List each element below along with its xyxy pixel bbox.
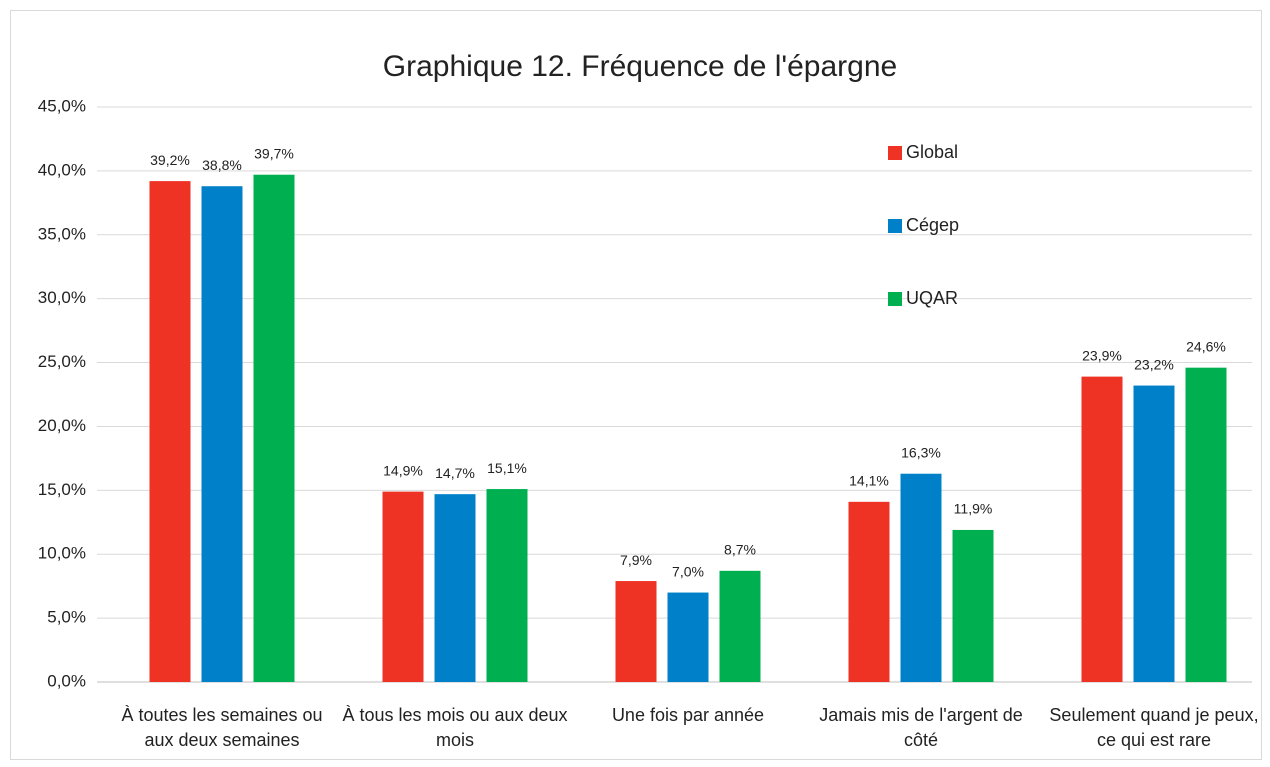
y-tick-label: 30,0% <box>38 288 86 307</box>
bar <box>382 491 424 682</box>
data-label: 11,9% <box>954 501 993 517</box>
bar <box>667 592 709 682</box>
bar <box>201 186 243 682</box>
data-label: 16,3% <box>901 444 941 460</box>
data-label: 14,7% <box>435 465 475 481</box>
data-label: 24,6% <box>1186 338 1226 354</box>
data-label: 39,2% <box>150 152 190 168</box>
data-label: 7,0% <box>672 563 704 579</box>
y-tick-label: 45,0% <box>38 96 86 115</box>
y-tick-label: 20,0% <box>38 416 86 435</box>
data-label: 7,9% <box>620 552 652 568</box>
bar <box>434 494 476 682</box>
y-tick-label: 25,0% <box>38 352 86 371</box>
bar <box>1185 367 1227 682</box>
y-tick-label: 0,0% <box>47 671 86 690</box>
legend-label: Cégep <box>906 215 959 235</box>
bar <box>1081 376 1123 682</box>
bar <box>848 501 890 682</box>
legend-label: UQAR <box>906 288 958 308</box>
bar <box>900 473 942 682</box>
legend-label: Global <box>906 142 958 162</box>
x-tick-label: À toutes les semaines ou aux deux semain… <box>121 705 323 750</box>
x-tick-label: À tous les mois ou aux deux mois <box>342 705 568 750</box>
y-tick-label: 5,0% <box>47 608 86 627</box>
chart-title: Graphique 12. Fréquence de l'épargne <box>383 50 897 83</box>
bar <box>486 489 528 682</box>
y-tick-label: 10,0% <box>38 544 86 563</box>
bar <box>149 181 191 682</box>
y-tick-label: 15,0% <box>38 480 86 499</box>
bar <box>952 529 994 682</box>
data-label: 15,1% <box>487 460 527 476</box>
y-tick-label: 35,0% <box>38 224 86 243</box>
data-label: 23,2% <box>1134 356 1174 372</box>
data-label: 38,8% <box>202 157 242 173</box>
bar <box>615 581 657 682</box>
legend-swatch <box>888 292 902 306</box>
bar <box>719 570 761 682</box>
data-label: 8,7% <box>724 542 756 558</box>
y-tick-label: 40,0% <box>38 160 86 179</box>
bar <box>1133 385 1175 682</box>
data-label: 39,7% <box>254 145 294 161</box>
legend-swatch <box>888 146 902 160</box>
x-tick-label: Jamais mis de l'argent de côté <box>819 705 1023 750</box>
data-label: 14,1% <box>849 473 889 489</box>
legend-swatch <box>888 219 902 233</box>
x-tick-label: Une fois par année <box>611 705 765 725</box>
x-tick-label: Seulement quand je peux, ce qui est rare <box>1049 705 1259 750</box>
data-label: 14,9% <box>383 462 423 478</box>
data-label: 23,9% <box>1082 347 1122 363</box>
bar <box>253 174 295 682</box>
